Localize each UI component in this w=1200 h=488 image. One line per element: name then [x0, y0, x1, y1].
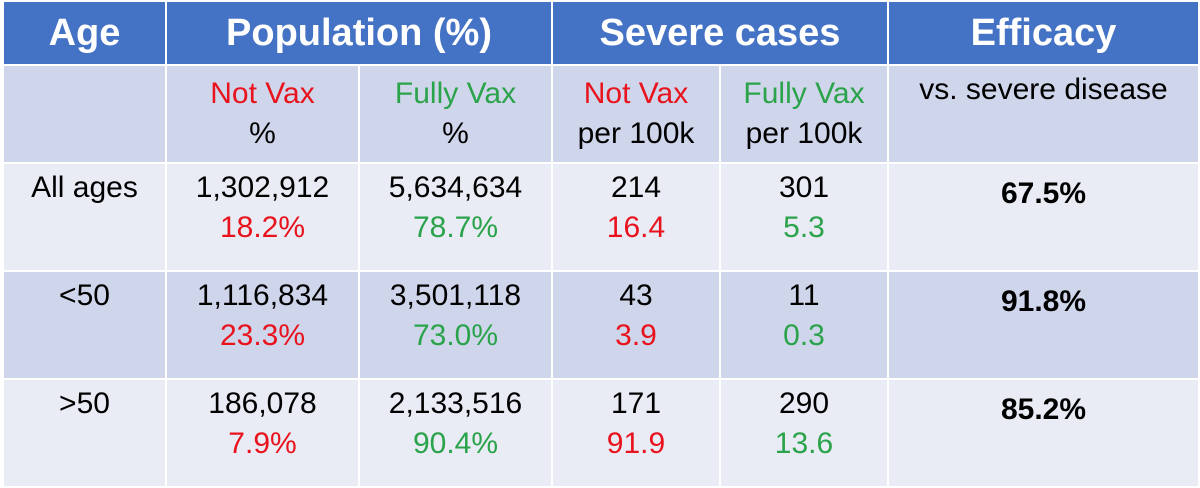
cell-pop-fully-vax: 3,501,118 73.0% — [358, 270, 553, 380]
header-population: Population (%) — [165, 0, 553, 66]
percent: 7.9% — [228, 427, 297, 460]
subheader-sev-fully-vax: Fully Vax per 100k — [719, 64, 889, 164]
cell-pop-not-vax: 1,302,912 18.2% — [165, 162, 360, 272]
value: 43 — [619, 279, 653, 312]
subheader-label: Fully Vax — [743, 77, 865, 110]
value: 171 — [610, 387, 662, 420]
value: 1,116,834 — [196, 279, 329, 312]
cell-sev-fully-vax: 301 5.3 — [719, 162, 889, 272]
cell-sev-not-vax: 171 91.9 — [551, 378, 721, 488]
value: 214 — [610, 171, 662, 204]
value: 3,501,118 — [389, 279, 522, 312]
header-age: Age — [2, 0, 167, 66]
header-efficacy: Efficacy — [887, 0, 1200, 66]
subheader-label: Fully Vax — [394, 77, 517, 110]
value: 301 — [778, 171, 830, 204]
subheader-unit: % — [249, 117, 276, 150]
table-row-all-ages: All ages 1,302,912 18.2% 5,634,634 78.7%… — [2, 162, 1200, 272]
percent: 73.0% — [412, 319, 499, 352]
cell-age: >50 — [2, 378, 167, 488]
subheader-unit: per 100k — [577, 117, 695, 150]
header-row: Age Population (%) Severe cases Efficacy — [2, 0, 1200, 66]
rate: 16.4 — [606, 211, 666, 244]
cell-age: <50 — [2, 270, 167, 380]
subheader-efficacy: vs. severe disease — [887, 64, 1200, 164]
subheader-sev-not-vax: Not Vax per 100k — [551, 64, 721, 164]
rate: 13.6 — [774, 427, 834, 460]
cell-pop-fully-vax: 5,634,634 78.7% — [358, 162, 553, 272]
cell-efficacy: 67.5% — [887, 162, 1200, 272]
subheader-row: Not Vax % Fully Vax % Not Vax per 100k F… — [2, 64, 1200, 164]
subheader-pop-not-vax: Not Vax % — [165, 64, 360, 164]
rate: 3.9 — [615, 319, 657, 352]
value: 2,133,516 — [388, 387, 523, 420]
percent: 90.4% — [412, 427, 499, 460]
cell-age: All ages — [2, 162, 167, 272]
subheader-label: Not Vax — [210, 77, 315, 110]
cell-sev-not-vax: 214 16.4 — [551, 162, 721, 272]
value: 1,302,912 — [195, 171, 330, 204]
rate: 91.9 — [606, 427, 666, 460]
percent: 78.7% — [412, 211, 499, 244]
cell-sev-not-vax: 43 3.9 — [551, 270, 721, 380]
cell-pop-not-vax: 186,078 7.9% — [165, 378, 360, 488]
cell-pop-fully-vax: 2,133,516 90.4% — [358, 378, 553, 488]
value: 5,634,634 — [388, 171, 523, 204]
rate: 5.3 — [783, 211, 825, 244]
percent: 18.2% — [219, 211, 306, 244]
subheader-label: Not Vax — [583, 77, 689, 110]
subheader-age-empty — [2, 64, 167, 164]
cell-efficacy: 85.2% — [887, 378, 1200, 488]
rate: 0.3 — [783, 319, 825, 352]
table-row-over-50: >50 186,078 7.9% 2,133,516 90.4% 171 91.… — [2, 378, 1200, 488]
subheader-unit: % — [442, 117, 469, 150]
value: 186,078 — [208, 387, 317, 420]
cell-efficacy: 91.8% — [887, 270, 1200, 380]
cell-sev-fully-vax: 11 0.3 — [719, 270, 889, 380]
value: 290 — [778, 387, 830, 420]
header-severe-cases: Severe cases — [551, 0, 889, 66]
subheader-pop-fully-vax: Fully Vax % — [358, 64, 553, 164]
subheader-efficacy-desc: vs. severe disease — [919, 73, 1168, 106]
value: 11 — [788, 279, 820, 312]
cell-sev-fully-vax: 290 13.6 — [719, 378, 889, 488]
percent: 23.3% — [219, 319, 306, 352]
table-row-under-50: <50 1,116,834 23.3% 3,501,118 73.0% 43 3… — [2, 270, 1200, 380]
subheader-unit: per 100k — [745, 117, 863, 150]
cell-pop-not-vax: 1,116,834 23.3% — [165, 270, 360, 380]
